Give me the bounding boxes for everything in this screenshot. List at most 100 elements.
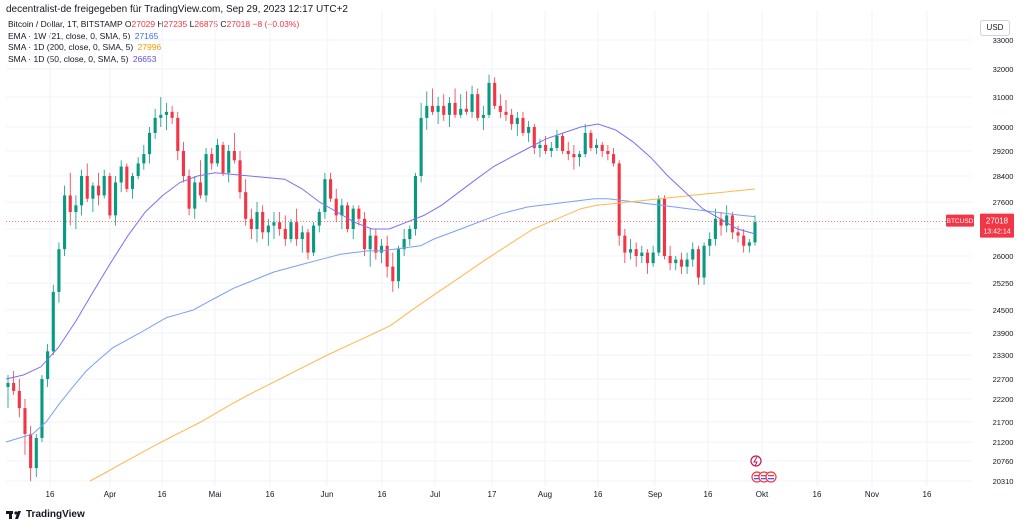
candle-body[interactable] [215, 144, 219, 164]
candle-body[interactable] [312, 225, 316, 253]
candle-body[interactable] [125, 166, 129, 189]
candle-body[interactable] [379, 245, 384, 253]
candle-body[interactable] [266, 225, 270, 233]
candle-body[interactable] [57, 249, 61, 292]
candle-body[interactable] [176, 117, 180, 151]
candle-body[interactable] [306, 232, 310, 253]
candle-body[interactable] [368, 235, 372, 250]
candle-body[interactable] [617, 163, 621, 236]
candle-body[interactable] [6, 382, 10, 387]
legend-indicator-2[interactable]: SMA · 1D (200, close, 0, SMA, 5) 27996 [8, 42, 299, 54]
candle-body[interactable] [329, 179, 333, 199]
candle-body[interactable] [232, 151, 236, 161]
candle-body[interactable] [108, 176, 112, 216]
candle-body[interactable] [481, 114, 485, 118]
legend-indicator-3[interactable]: SMA · 1D (50, close, 0, SMA, 5) 26653 [8, 54, 299, 66]
candle-body[interactable] [736, 232, 740, 236]
candle-body[interactable] [283, 229, 287, 240]
candle-body[interactable] [589, 132, 593, 148]
candle-body[interactable] [702, 245, 706, 278]
candle-body[interactable] [442, 105, 446, 115]
candle-body[interactable] [289, 222, 293, 240]
candle-body[interactable] [210, 154, 214, 164]
candle-body[interactable] [153, 117, 157, 133]
candle-body[interactable] [470, 94, 474, 112]
candle-body[interactable] [227, 151, 231, 173]
candle-body[interactable] [742, 235, 746, 246]
candle-body[interactable] [51, 291, 55, 352]
candle-body[interactable] [23, 408, 27, 434]
candle-body[interactable] [708, 239, 712, 246]
candle-body[interactable] [80, 176, 84, 206]
candle-body[interactable] [96, 185, 101, 196]
candle-body[interactable] [408, 229, 412, 240]
candle-body[interactable] [611, 154, 616, 164]
candle-body[interactable] [527, 127, 531, 133]
candle-body[interactable] [583, 132, 587, 155]
candle-body[interactable] [447, 102, 451, 115]
candle-body[interactable] [459, 108, 463, 115]
candle-body[interactable] [63, 195, 67, 250]
candle-body[interactable] [357, 208, 361, 219]
candle-body[interactable] [34, 437, 38, 469]
candle-body[interactable] [85, 176, 89, 199]
tradingview-footer[interactable]: TradingView [6, 509, 85, 520]
candle-body[interactable] [628, 249, 633, 253]
candle-body[interactable] [464, 108, 468, 112]
candle-body[interactable] [300, 232, 304, 240]
candle-body[interactable] [102, 176, 106, 196]
candle-body[interactable] [515, 117, 519, 124]
candle-body[interactable] [623, 235, 627, 253]
candle-body[interactable] [374, 235, 378, 253]
candle-body[interactable] [730, 215, 734, 233]
candle-body[interactable] [261, 212, 265, 233]
candle-body[interactable] [606, 151, 610, 155]
candle-body[interactable] [147, 132, 152, 155]
candle-body[interactable] [198, 182, 202, 196]
candle-body[interactable] [549, 147, 553, 151]
candle-body[interactable] [679, 259, 683, 267]
candle-body[interactable] [91, 185, 95, 199]
candle-body[interactable] [340, 205, 344, 216]
candle-body[interactable] [561, 135, 565, 151]
candle-body[interactable] [334, 198, 338, 216]
candle-body[interactable] [453, 102, 457, 115]
candle-body[interactable] [476, 94, 480, 118]
candle-body[interactable] [255, 212, 259, 229]
candle-body[interactable] [662, 198, 667, 256]
candle-body[interactable] [187, 176, 191, 209]
candle-body[interactable] [244, 192, 248, 219]
candle-body[interactable] [572, 154, 576, 158]
candle-body[interactable] [498, 105, 502, 112]
candle-body[interactable] [747, 242, 751, 246]
candle-body[interactable] [504, 111, 508, 115]
candle-body[interactable] [657, 198, 661, 253]
candle-body[interactable] [181, 151, 185, 176]
candle-body[interactable] [493, 82, 497, 106]
candle-body[interactable] [351, 208, 355, 229]
candle-body[interactable] [578, 154, 582, 158]
ema-1w-line[interactable] [5, 198, 756, 443]
candle-body[interactable] [685, 259, 689, 267]
candle-body[interactable] [221, 144, 225, 173]
candle-body[interactable] [413, 176, 418, 229]
candle-body[interactable] [164, 111, 169, 115]
candle-body[interactable] [46, 351, 50, 379]
candle-body[interactable] [436, 105, 440, 112]
candle-body[interactable] [487, 82, 491, 115]
candle-body[interactable] [510, 114, 514, 124]
candle-body[interactable] [425, 105, 429, 118]
candle-body[interactable] [272, 222, 276, 226]
currency-selector[interactable]: USD [980, 20, 1010, 36]
candle-body[interactable] [532, 127, 536, 148]
candle-body[interactable] [113, 182, 118, 216]
candle-body[interactable] [651, 252, 655, 264]
candle-body[interactable] [170, 111, 174, 118]
candle-body[interactable] [430, 105, 434, 112]
candle-body[interactable] [719, 218, 723, 226]
candle-body[interactable] [402, 239, 406, 250]
candle-body[interactable] [130, 176, 135, 189]
sma-50-line[interactable] [5, 123, 756, 380]
candle-body[interactable] [691, 249, 695, 260]
